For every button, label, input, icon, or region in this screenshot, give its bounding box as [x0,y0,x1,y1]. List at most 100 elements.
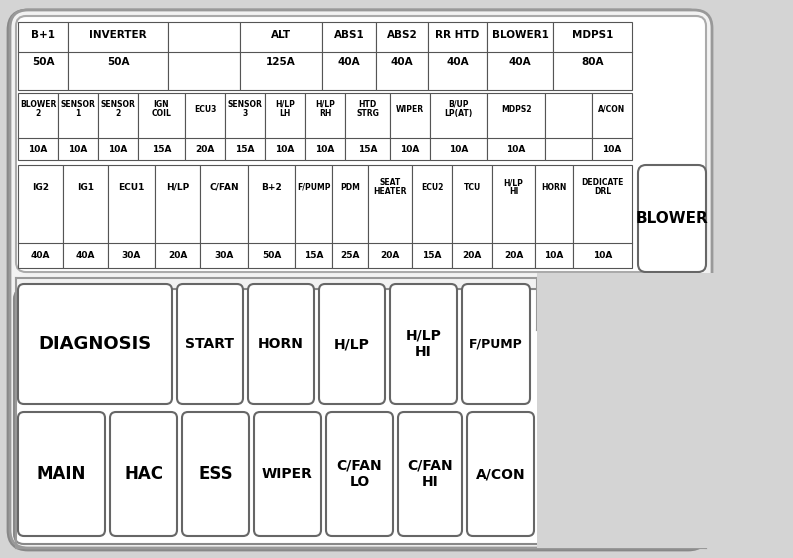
Text: 10A: 10A [316,146,335,155]
Text: 50A: 50A [107,57,129,67]
Text: ALT: ALT [271,30,291,40]
Text: DEDICATE
DRL: DEDICATE DRL [581,178,623,196]
Text: IG1: IG1 [77,182,94,191]
Text: HORN: HORN [258,337,304,351]
Bar [225,93,265,160]
Text: INVERTER: INVERTER [89,30,147,40]
Bar [430,93,487,160]
Text: H/LP
HI: H/LP HI [405,329,442,359]
Text: SENSOR
1: SENSOR 1 [60,100,95,118]
Bar [108,165,155,268]
Text: BLOWER
2: BLOWER 2 [20,100,56,118]
Text: F/PUMP: F/PUMP [469,338,523,350]
FancyBboxPatch shape [467,412,534,536]
Text: 40A: 40A [446,57,469,67]
FancyBboxPatch shape [177,284,243,404]
Text: C/FAN
HI: C/FAN HI [407,459,453,489]
Bar [487,93,545,160]
Text: 10A: 10A [449,146,468,155]
Text: 10A: 10A [68,146,88,155]
Text: 10A: 10A [544,252,564,261]
Text: B+2: B+2 [261,182,282,191]
FancyBboxPatch shape [110,412,177,536]
Bar [592,93,632,160]
FancyBboxPatch shape [319,284,385,404]
Text: A/CON: A/CON [476,467,525,481]
Text: 20A: 20A [381,252,400,261]
Text: BLOWER: BLOWER [636,211,708,226]
Bar [168,22,240,90]
Text: 20A: 20A [504,252,523,261]
FancyBboxPatch shape [638,165,706,272]
FancyBboxPatch shape [248,284,314,404]
Text: 10A: 10A [275,146,295,155]
Bar [487,22,553,90]
Bar [185,93,225,160]
Bar [248,165,295,268]
Text: C/FAN
LO: C/FAN LO [337,459,382,489]
Text: HORN: HORN [542,182,567,191]
Text: 40A: 40A [76,252,95,261]
FancyBboxPatch shape [14,289,704,544]
Bar [155,165,200,268]
FancyBboxPatch shape [10,10,712,548]
Text: ABS2: ABS2 [387,30,417,40]
Text: 50A: 50A [32,57,54,67]
Text: MDPS1: MDPS1 [572,30,613,40]
Text: H/LP: H/LP [166,182,189,191]
Text: 15A: 15A [151,146,171,155]
Bar [545,93,592,160]
Text: H/LP: H/LP [334,337,370,351]
Text: H/LP
LH: H/LP LH [275,100,295,118]
FancyBboxPatch shape [18,412,105,536]
Bar [345,93,390,160]
Text: SENSOR
2: SENSOR 2 [101,100,136,118]
Text: WIPER: WIPER [262,467,313,481]
Bar [138,93,185,160]
Text: 10A: 10A [400,146,419,155]
Bar [553,22,632,90]
Text: H/LP
HI: H/LP HI [504,178,523,196]
Text: 40A: 40A [391,57,413,67]
Text: 10A: 10A [109,146,128,155]
Text: 15A: 15A [422,252,442,261]
Bar [537,273,717,548]
FancyBboxPatch shape [390,284,457,404]
Text: 50A: 50A [262,252,282,261]
FancyBboxPatch shape [8,10,708,550]
Text: 125A: 125A [266,57,296,67]
Text: 10A: 10A [29,146,48,155]
Text: A/CON: A/CON [599,104,626,113]
FancyBboxPatch shape [254,412,321,536]
FancyBboxPatch shape [16,16,706,272]
Bar [98,93,138,160]
Bar [535,165,573,268]
Bar [368,165,412,268]
Text: TCU: TCU [463,182,481,191]
Text: HAC: HAC [124,465,163,483]
Bar [390,93,430,160]
Text: 15A: 15A [236,146,255,155]
Text: 10A: 10A [593,252,612,261]
Text: F/PUMP: F/PUMP [297,182,330,191]
Text: 20A: 20A [462,252,481,261]
Text: WIPER: WIPER [396,104,424,113]
Bar [452,165,492,268]
Bar [376,22,428,90]
Bar [63,165,108,268]
Text: MDPS2: MDPS2 [500,104,531,113]
Text: ECU3: ECU3 [193,104,216,113]
Text: 30A: 30A [122,252,141,261]
Text: DIAGNOSIS: DIAGNOSIS [38,335,151,353]
Text: RR HTD: RR HTD [435,30,480,40]
Text: 25A: 25A [340,252,360,261]
FancyBboxPatch shape [398,412,462,536]
Text: B/UP
LP(AT): B/UP LP(AT) [444,100,473,118]
Text: ABS1: ABS1 [334,30,364,40]
Text: 40A: 40A [31,252,50,261]
Bar [18,165,63,268]
Text: SENSOR
3: SENSOR 3 [228,100,262,118]
Bar [18,22,68,90]
Text: 40A: 40A [338,57,360,67]
Bar [492,165,535,268]
